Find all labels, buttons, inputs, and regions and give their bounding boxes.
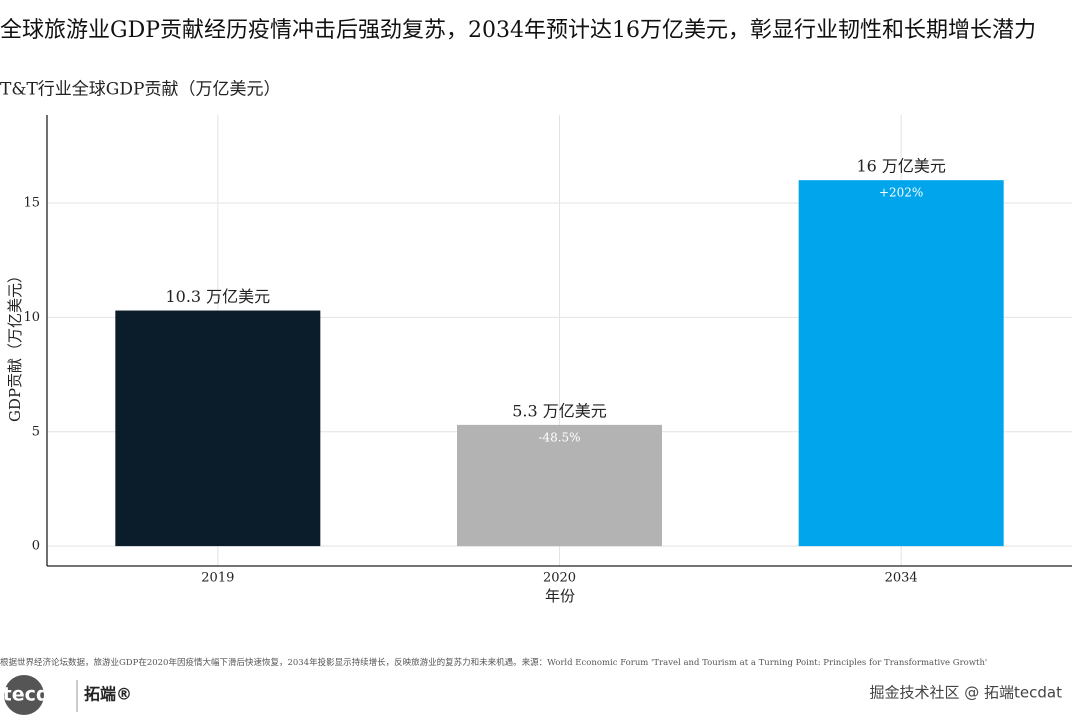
bar (115, 310, 321, 547)
x-axis-label: 年份 (545, 587, 575, 605)
bar (798, 180, 1004, 547)
watermark: 掘金技术社区 @ 拓端tecdat (870, 684, 1063, 702)
value-label: 5.3 万亿美元 (512, 401, 607, 420)
y-axis-label: GDP贡献（万亿美元） (6, 268, 24, 422)
logo-circle (4, 675, 44, 715)
value-label: 10.3 万亿美元 (165, 287, 270, 306)
x-tick-label: 2019 (201, 571, 234, 586)
y-tick-label: 5 (32, 424, 40, 439)
caption-box: 根据世界经济论坛数据，旅游业GDP在2020年因疫情大幅下滑后快速恢复，2034… (0, 658, 988, 668)
change-annotation: +202% (879, 186, 923, 200)
chart-subtitle: T&T行业全球GDP贡献（万亿美元） (0, 80, 280, 100)
value-label: 16 万亿美元 (856, 157, 945, 176)
caption: 根据世界经济论坛数据，旅游业GDP在2020年因疫情大幅下滑后快速恢复，2034… (0, 658, 988, 668)
brand-name: 拓端® (84, 685, 132, 704)
change-annotation: -48.5% (538, 430, 580, 444)
title-box: 全球旅游业GDP贡献经历疫情冲击后强劲复苏，2034年预计达16万亿美元，彰显行… (0, 18, 1037, 43)
y-tick-label: 10 (23, 310, 40, 325)
y-tick-label: 0 (32, 539, 40, 554)
chart-title: 全球旅游业GDP贡献经历疫情冲击后强劲复苏，2034年预计达16万亿美元，彰显行… (0, 18, 1037, 43)
logo-text: tecdat (3, 684, 72, 706)
y-tick-label: 15 (23, 196, 40, 211)
bar (457, 424, 662, 547)
x-tick-label: 2034 (885, 571, 918, 586)
x-tick-label: 2020 (543, 571, 576, 586)
